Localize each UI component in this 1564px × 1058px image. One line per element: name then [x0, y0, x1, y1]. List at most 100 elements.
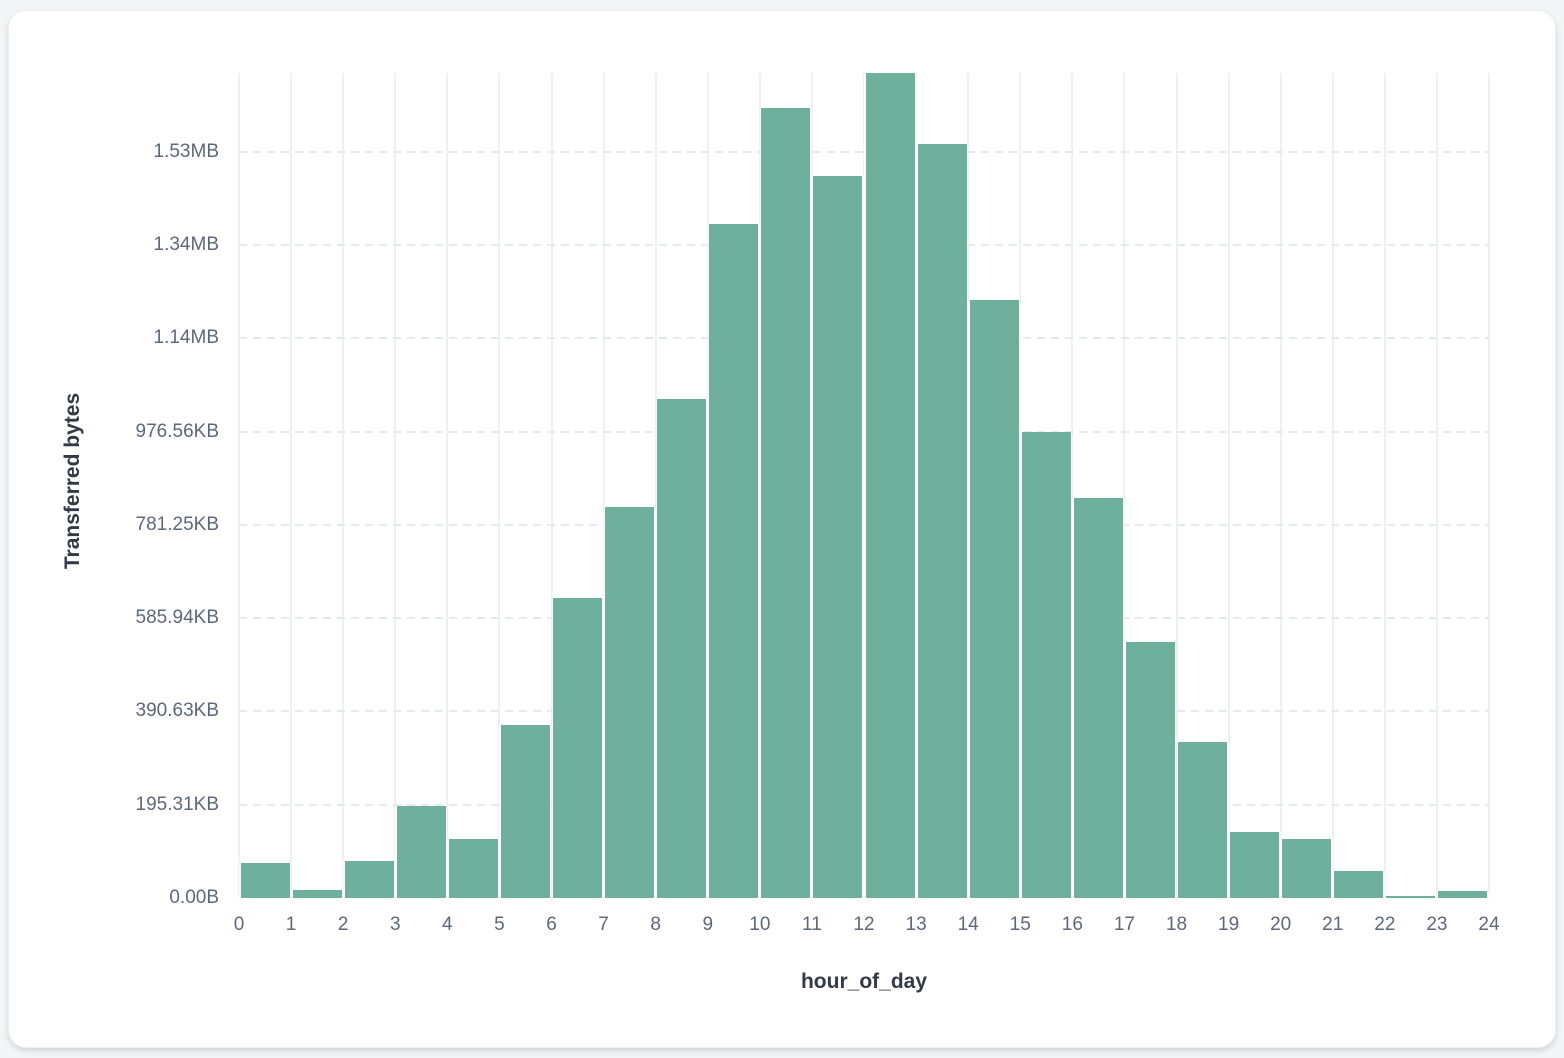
bar-fill: [240, 862, 290, 898]
x-tick-label: 18: [1165, 914, 1188, 935]
bar-fill: [1178, 741, 1228, 898]
chart-card: Transferred bytes 0.00B 195.31KB 390.63KB 5…: [8, 10, 1556, 1048]
x-tick-label: 14: [957, 914, 979, 935]
bar-fill: [709, 223, 759, 898]
bar-fill: [865, 73, 915, 898]
bar-fill: [605, 506, 655, 898]
x-tick-label: 6: [546, 914, 557, 935]
bar-hour-10[interactable]: [759, 108, 812, 898]
bar-hour-17[interactable]: [1124, 642, 1177, 898]
y-tick-label: 1.34MB: [153, 234, 219, 256]
bar-fill: [657, 398, 707, 898]
bar-fill: [1282, 838, 1332, 898]
x-tick-label: 3: [389, 914, 401, 935]
bar-fill: [553, 598, 603, 898]
bar-fill: [813, 176, 863, 898]
vertical-gridline: [602, 73, 605, 898]
x-tick-label: 12: [853, 914, 875, 935]
bar-fill: [448, 838, 498, 898]
y-tick-label: 585.94KB: [135, 607, 219, 629]
bar-hour-3[interactable]: [395, 805, 448, 898]
x-tick-label: 24: [1478, 914, 1500, 935]
bar-hour-12[interactable]: [864, 73, 917, 898]
bar-hour-1[interactable]: [291, 889, 344, 898]
vertical-gridline: [1279, 73, 1282, 898]
bar-fill: [1334, 870, 1384, 898]
bar-hour-23[interactable]: [1436, 891, 1489, 898]
bar-hour-4[interactable]: [447, 838, 500, 898]
x-tick-label: 0: [233, 914, 245, 935]
bar-hour-2[interactable]: [343, 860, 396, 898]
x-tick-label: 20: [1270, 914, 1292, 935]
bar-hour-0[interactable]: [239, 862, 292, 898]
vertical-gridline: [1383, 73, 1386, 898]
bar-hour-11[interactable]: [811, 176, 864, 898]
vertical-gridline: [290, 73, 293, 898]
bar-fill: [969, 300, 1019, 898]
vertical-gridline: [1175, 73, 1178, 898]
x-tick-label: 21: [1322, 914, 1344, 935]
x-tick-label: 16: [1061, 914, 1083, 935]
bar-fill: [1438, 891, 1488, 898]
vertical-gridline: [1331, 73, 1334, 898]
plot-area: [238, 73, 1490, 898]
bar-fill: [396, 805, 446, 898]
bar-hour-6[interactable]: [551, 598, 604, 898]
bar-hour-5[interactable]: [499, 724, 552, 898]
x-tick-label: 1: [285, 914, 297, 935]
vertical-gridline: [1227, 73, 1230, 898]
bar-hour-14[interactable]: [968, 300, 1021, 898]
bar-fill: [1230, 831, 1280, 898]
vertical-gridline: [1071, 73, 1074, 898]
x-axis-title: hour_of_day: [800, 970, 928, 993]
bar-hour-9[interactable]: [707, 223, 760, 898]
bar-hour-7[interactable]: [603, 506, 656, 898]
bar-hour-8[interactable]: [655, 398, 708, 898]
bar-hour-21[interactable]: [1332, 870, 1385, 898]
vertical-gridline: [1435, 73, 1438, 898]
x-tick-label: 8: [650, 914, 661, 935]
y-tick-label: 1.14MB: [153, 327, 219, 349]
bar-fill: [1125, 642, 1175, 898]
bar-hour-13[interactable]: [916, 143, 969, 898]
bar-fill: [500, 724, 550, 898]
vertical-gridline: [394, 73, 397, 898]
vertical-gridline: [342, 73, 345, 898]
bar-hour-16[interactable]: [1072, 497, 1125, 898]
bar-hour-15[interactable]: [1020, 431, 1073, 898]
y-tick-label: 195.31KB: [135, 793, 219, 815]
bar-fill: [344, 860, 394, 898]
bar-hour-19[interactable]: [1228, 831, 1281, 898]
x-tick-label: 4: [442, 914, 453, 935]
vertical-gridline: [1123, 73, 1126, 898]
x-tick-label: 17: [1113, 914, 1135, 935]
x-tick-label: 2: [337, 914, 349, 935]
x-tick-label: 7: [598, 914, 609, 935]
x-tick-label: 11: [802, 914, 822, 935]
x-axis-tick-labels: 0 1 2 3 4 5 6 7 8 9 10 11 12 13 14 15 16 17 18 19 20 21 22 23 24: [234, 912, 1500, 938]
vertical-gridline: [238, 73, 240, 898]
vertical-gridline: [498, 73, 501, 898]
x-tick-label: 22: [1374, 914, 1396, 935]
x-tick-label: 19: [1218, 914, 1240, 935]
bar-hour-20[interactable]: [1280, 838, 1333, 898]
bar-fill: [292, 889, 342, 898]
y-tick-label: 976.56KB: [135, 420, 219, 442]
y-tick-label: 781.25KB: [135, 513, 219, 535]
y-axis-tick-labels: 0.00B 195.31KB 390.63KB 585.94KB 781.25KB 976…: [9, 73, 219, 908]
y-tick-label: 390.63KB: [135, 700, 219, 722]
bar-fill: [917, 143, 967, 898]
bar-fill: [1073, 497, 1123, 898]
x-tick-label: 5: [494, 914, 505, 935]
y-tick-label: 1.53MB: [153, 140, 219, 162]
bar-hour-18[interactable]: [1176, 741, 1229, 898]
vertical-gridline: [446, 73, 449, 898]
y-tick-label: 0.00B: [169, 887, 219, 908]
bar-hour-22[interactable]: [1384, 895, 1437, 898]
x-tick-label: 23: [1426, 914, 1448, 935]
x-tick-label: 13: [905, 914, 927, 935]
x-tick-label: 9: [702, 914, 714, 935]
x-tick-label: 15: [1009, 914, 1031, 935]
vertical-gridline: [1488, 73, 1490, 898]
bar-fill: [761, 108, 811, 898]
